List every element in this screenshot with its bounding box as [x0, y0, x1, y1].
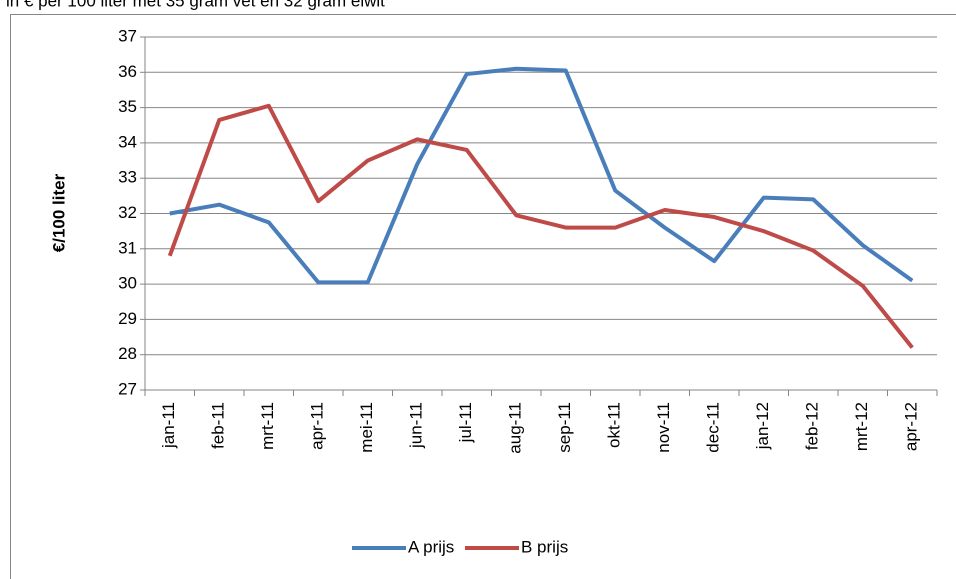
- series-line: [167, 103, 914, 349]
- y-tick-label: 36: [118, 62, 137, 81]
- x-tick-label: okt-11: [605, 402, 624, 448]
- x-tick-label: nov-11: [654, 402, 673, 453]
- y-tick-label: 33: [118, 168, 137, 187]
- legend-label: A prijs: [408, 537, 454, 556]
- x-tick-label: dec-11: [704, 402, 723, 453]
- y-tick-label: 29: [118, 309, 137, 328]
- x-tick-label: mrt-11: [258, 402, 277, 450]
- y-tick-label: 28: [118, 344, 137, 363]
- x-tick-label: jun-11: [407, 402, 426, 449]
- legend-label: B prijs: [521, 537, 568, 556]
- x-tick-label: feb-11: [209, 402, 228, 449]
- x-tick-label: feb-12: [803, 402, 822, 450]
- y-tick-label: 37: [118, 26, 137, 45]
- x-tick-label: mrt-12: [852, 402, 871, 451]
- x-tick-label: mei-11: [357, 402, 376, 453]
- x-tick-label: jan-11: [159, 402, 178, 449]
- x-tick-label: jan-12: [753, 402, 772, 450]
- y-tick-label: 32: [118, 203, 137, 222]
- x-tick-label: apr-12: [902, 402, 921, 451]
- chart-title: in € per 100 liter met 35 gram vet en 32…: [6, 0, 385, 10]
- y-axis-label: €/100 liter: [49, 173, 68, 252]
- y-tick-label: 34: [118, 132, 137, 151]
- x-tick-label: jul-11: [456, 402, 475, 443]
- y-tick-label: 35: [118, 97, 137, 116]
- x-tick-label: sep-11: [555, 402, 574, 453]
- chart-border: [10, 14, 956, 579]
- x-tick-label: aug-11: [506, 402, 525, 454]
- y-tick-label: 30: [118, 274, 137, 293]
- series-line: [169, 66, 914, 285]
- y-tick-label: 31: [118, 238, 137, 257]
- x-tick-label: apr-11: [308, 402, 327, 450]
- y-tick-label: 27: [118, 379, 137, 398]
